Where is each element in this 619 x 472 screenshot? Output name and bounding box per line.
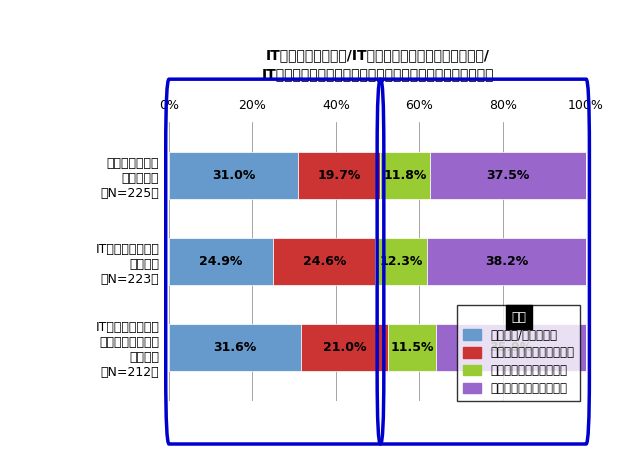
Text: 35.9%: 35.9% xyxy=(490,341,533,354)
Text: 38.2%: 38.2% xyxy=(485,255,528,268)
Bar xyxy=(298,152,381,199)
Bar xyxy=(169,324,301,371)
Bar xyxy=(426,238,586,285)
Bar xyxy=(301,324,388,371)
Bar xyxy=(436,324,586,371)
Bar xyxy=(388,324,436,371)
Text: 24.9%: 24.9% xyxy=(199,255,243,268)
Text: 37.5%: 37.5% xyxy=(486,169,530,182)
Text: 21.0%: 21.0% xyxy=(323,341,366,354)
Bar xyxy=(169,238,273,285)
Title: ITの集約・統合範囲/ITマネジメントの一元実施の範囲/
ITマネジメントのプロセス・ルールの標準化範囲の目指す姿: ITの集約・統合範囲/ITマネジメントの一元実施の範囲/ ITマネジメントのプロ… xyxy=(261,48,494,82)
Text: 31.0%: 31.0% xyxy=(212,169,256,182)
Text: 11.5%: 11.5% xyxy=(391,341,434,354)
Text: 12.3%: 12.3% xyxy=(379,255,423,268)
Bar xyxy=(376,238,426,285)
Legend: ：未実施/実施しない, ：各海外拠点が独自に実施, ：リージョンごとに実施, ：グローバル全体で実施: ：未実施/実施しない, ：各海外拠点が独自に実施, ：リージョンごとに実施, ：… xyxy=(457,305,580,401)
Text: 11.8%: 11.8% xyxy=(383,169,426,182)
Bar xyxy=(169,152,298,199)
Bar xyxy=(430,152,586,199)
Bar xyxy=(381,152,430,199)
Text: 24.6%: 24.6% xyxy=(303,255,346,268)
Bar xyxy=(273,238,376,285)
Text: 19.7%: 19.7% xyxy=(318,169,361,182)
Text: 31.6%: 31.6% xyxy=(214,341,257,354)
